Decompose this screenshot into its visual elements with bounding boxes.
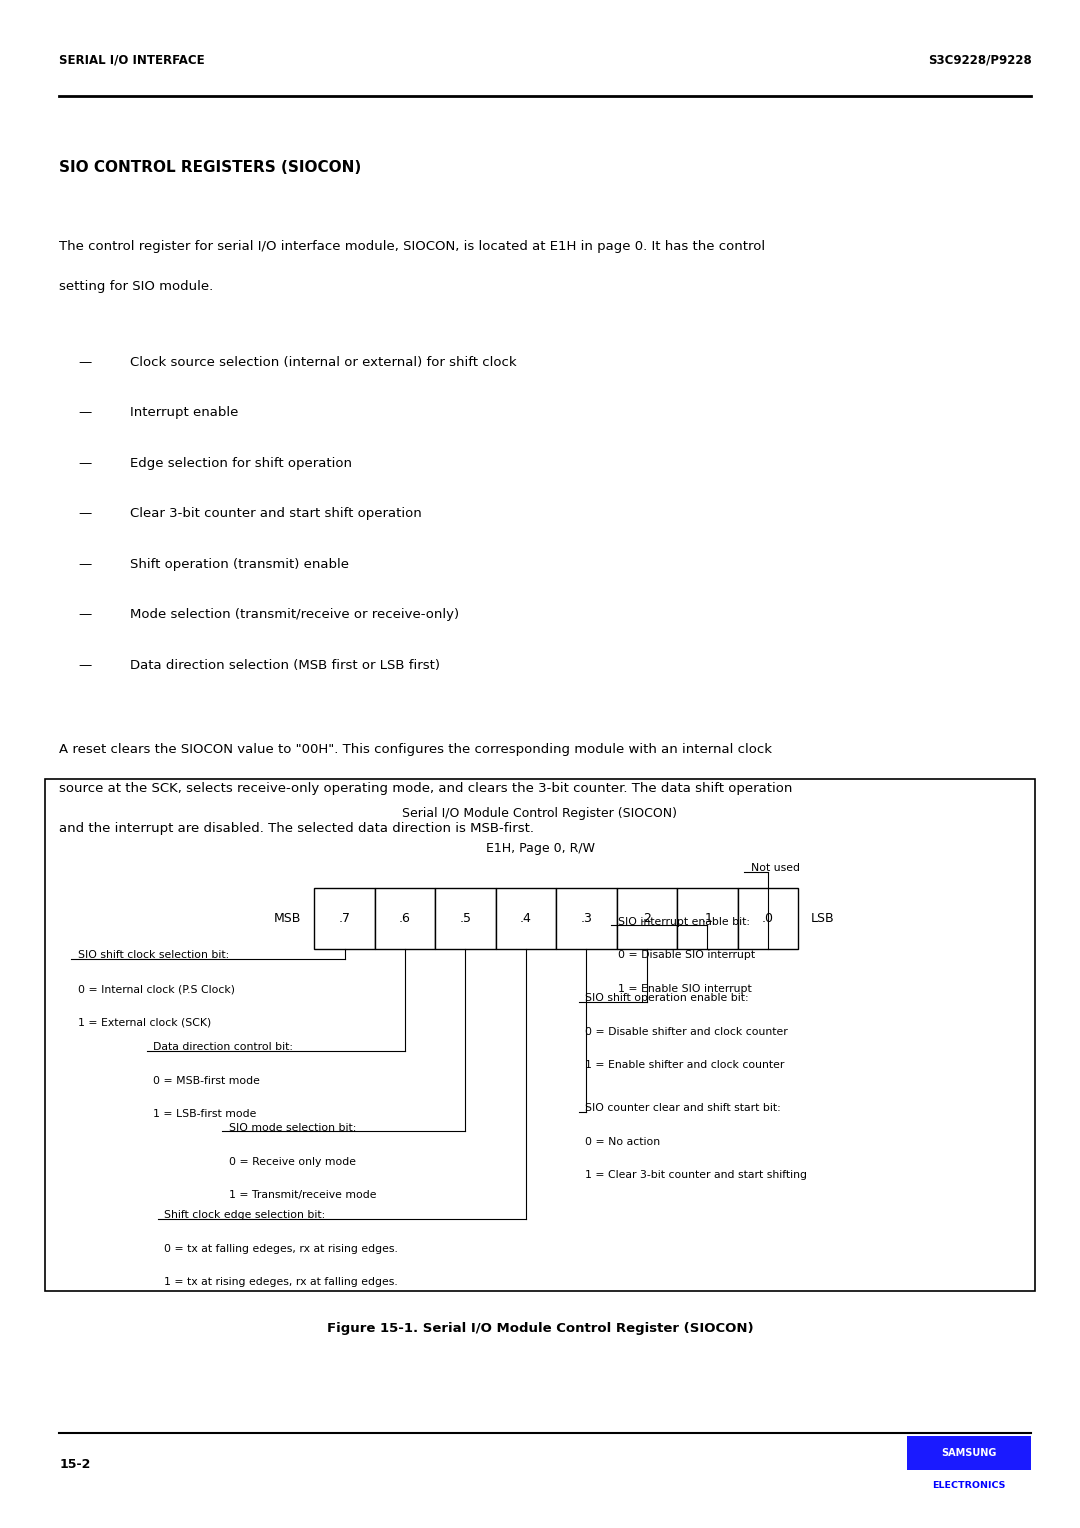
Text: .3: .3 xyxy=(581,912,592,924)
Text: Figure 15-1. Serial I/O Module Control Register (SIOCON): Figure 15-1. Serial I/O Module Control R… xyxy=(326,1322,754,1335)
Text: Data direction control bit:: Data direction control bit: xyxy=(153,1042,294,1053)
Text: 15-2: 15-2 xyxy=(59,1458,91,1471)
Bar xyxy=(617,888,677,949)
Bar xyxy=(556,888,617,949)
Text: —: — xyxy=(79,457,92,471)
Bar xyxy=(738,888,798,949)
Text: Data direction selection (MSB first or LSB first): Data direction selection (MSB first or L… xyxy=(130,659,440,672)
Text: .6: .6 xyxy=(400,912,410,924)
Text: setting for SIO module.: setting for SIO module. xyxy=(59,280,214,293)
Text: 0 = tx at falling edeges, rx at rising edges.: 0 = tx at falling edeges, rx at rising e… xyxy=(164,1244,399,1254)
Text: 1 = tx at rising edeges, rx at falling edges.: 1 = tx at rising edeges, rx at falling e… xyxy=(164,1277,397,1288)
Text: The control register for serial I/O interface module, SIOCON, is located at E1H : The control register for serial I/O inte… xyxy=(59,240,766,254)
Text: 0 = No action: 0 = No action xyxy=(585,1137,661,1148)
Text: E1H, Page 0, R/W: E1H, Page 0, R/W xyxy=(486,842,594,856)
Text: SIO interrupt enable bit:: SIO interrupt enable bit: xyxy=(618,917,750,927)
Text: MSB: MSB xyxy=(274,912,301,924)
Text: SIO CONTROL REGISTERS (SIOCON): SIO CONTROL REGISTERS (SIOCON) xyxy=(59,160,362,176)
Text: Shift operation (transmit) enable: Shift operation (transmit) enable xyxy=(130,558,349,571)
Text: source at the SCK, selects receive-only operating mode, and clears the 3-bit cou: source at the SCK, selects receive-only … xyxy=(59,782,793,796)
Text: 0 = Internal clock (P.S Clock): 0 = Internal clock (P.S Clock) xyxy=(78,984,234,995)
Text: —: — xyxy=(79,406,92,420)
Bar xyxy=(45,779,1035,1291)
Bar xyxy=(435,888,496,949)
Text: SIO shift operation enable bit:: SIO shift operation enable bit: xyxy=(585,993,750,1004)
Text: .5: .5 xyxy=(459,912,472,924)
Text: 0 = MSB-first mode: 0 = MSB-first mode xyxy=(153,1076,260,1086)
Text: 1 = Clear 3-bit counter and start shifting: 1 = Clear 3-bit counter and start shifti… xyxy=(585,1170,808,1181)
Text: Interrupt enable: Interrupt enable xyxy=(130,406,238,420)
Text: SIO mode selection bit:: SIO mode selection bit: xyxy=(229,1123,356,1134)
Text: Mode selection (transmit/receive or receive-only): Mode selection (transmit/receive or rece… xyxy=(130,608,459,622)
Text: SIO shift clock selection bit:: SIO shift clock selection bit: xyxy=(78,950,229,961)
Text: Not used: Not used xyxy=(751,863,799,874)
Text: A reset clears the SIOCON value to "00H". This configures the corresponding modu: A reset clears the SIOCON value to "00H"… xyxy=(59,743,772,756)
Bar xyxy=(677,888,738,949)
Text: 1 = LSB-first mode: 1 = LSB-first mode xyxy=(153,1109,257,1120)
Text: Clock source selection (internal or external) for shift clock: Clock source selection (internal or exte… xyxy=(130,356,516,370)
Text: ELECTRONICS: ELECTRONICS xyxy=(933,1481,1005,1490)
Text: SAMSUNG: SAMSUNG xyxy=(942,1449,997,1458)
Text: —: — xyxy=(79,356,92,370)
Text: Serial I/O Module Control Register (SIOCON): Serial I/O Module Control Register (SIOC… xyxy=(403,807,677,821)
Text: 0 = Disable shifter and clock counter: 0 = Disable shifter and clock counter xyxy=(585,1027,788,1038)
Text: .2: .2 xyxy=(642,912,652,924)
Text: Shift clock edge selection bit:: Shift clock edge selection bit: xyxy=(164,1210,325,1221)
Text: —: — xyxy=(79,659,92,672)
Text: SIO counter clear and shift start bit:: SIO counter clear and shift start bit: xyxy=(585,1103,781,1114)
Bar xyxy=(496,888,556,949)
Text: SERIAL I/O INTERFACE: SERIAL I/O INTERFACE xyxy=(59,53,205,67)
Text: 1 = Enable shifter and clock counter: 1 = Enable shifter and clock counter xyxy=(585,1060,785,1071)
Text: .7: .7 xyxy=(338,912,351,924)
Text: —: — xyxy=(79,558,92,571)
Text: and the interrupt are disabled. The selected data direction is MSB-first.: and the interrupt are disabled. The sele… xyxy=(59,822,535,836)
Text: .0: .0 xyxy=(761,912,774,924)
Text: S3C9228/P9228: S3C9228/P9228 xyxy=(928,53,1031,67)
Text: 0 = Disable SIO interrupt: 0 = Disable SIO interrupt xyxy=(618,950,755,961)
Bar xyxy=(314,888,375,949)
Text: —: — xyxy=(79,608,92,622)
Text: Edge selection for shift operation: Edge selection for shift operation xyxy=(130,457,352,471)
Text: .4: .4 xyxy=(521,912,531,924)
Bar xyxy=(907,1436,1031,1470)
Text: Clear 3-bit counter and start shift operation: Clear 3-bit counter and start shift oper… xyxy=(130,507,421,521)
Text: LSB: LSB xyxy=(811,912,835,924)
Text: 1 = Transmit/receive mode: 1 = Transmit/receive mode xyxy=(229,1190,377,1201)
Text: 1 = Enable SIO interrupt: 1 = Enable SIO interrupt xyxy=(618,984,752,995)
Text: 0 = Receive only mode: 0 = Receive only mode xyxy=(229,1157,356,1167)
Text: .1: .1 xyxy=(702,912,713,924)
Text: 1 = External clock (SCK): 1 = External clock (SCK) xyxy=(78,1018,211,1028)
Text: —: — xyxy=(79,507,92,521)
Bar xyxy=(375,888,435,949)
